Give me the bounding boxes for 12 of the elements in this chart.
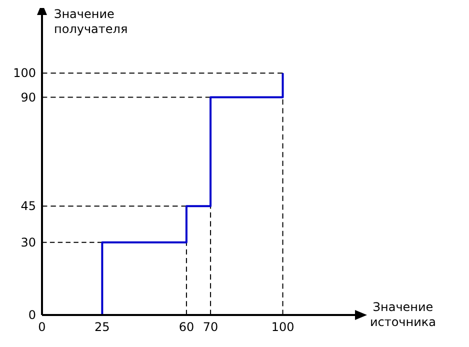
y-tick-label: 100	[13, 66, 36, 80]
y-tick-label: 0	[28, 308, 36, 322]
y-axis-title: Значение получателя	[54, 7, 128, 36]
x-tick-label: 60	[178, 320, 194, 334]
x-tick-label: 25	[94, 320, 110, 334]
x-tick-label: 0	[38, 320, 46, 334]
y-tick-label: 90	[20, 90, 36, 104]
y-tick-label: 45	[20, 199, 36, 214]
x-tick-label: 100	[271, 320, 294, 334]
x-tick-label: 70	[202, 320, 218, 334]
y-tick-label: 30	[20, 235, 36, 250]
x-axis-title: Значение источника	[370, 300, 436, 329]
